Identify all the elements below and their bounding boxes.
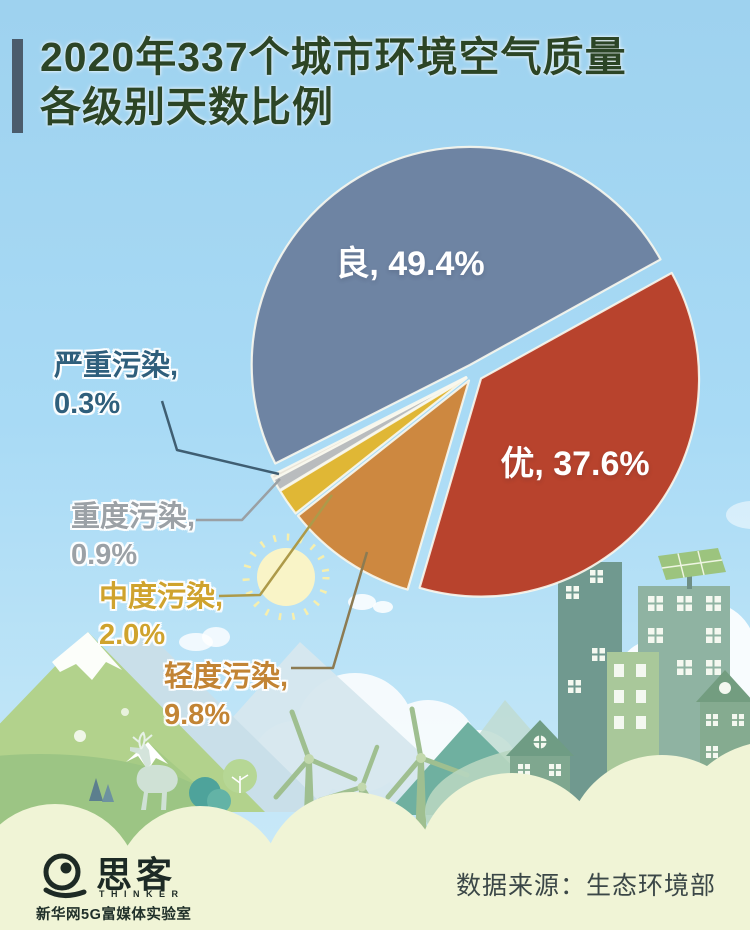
hill [425, 740, 750, 884]
hill [585, 714, 750, 890]
callout-moderate-value: 2.0% [99, 619, 166, 651]
buildings [506, 548, 750, 810]
cloud-icon [617, 602, 750, 734]
callout-severe-value: 0.3% [54, 388, 121, 420]
logo-organization: 新华网5G富媒体实验室 [36, 907, 192, 923]
pie-slice-excellent [418, 271, 701, 598]
page-title: 2020年337个城市环境空气质量 各级别天数比例 [40, 32, 730, 132]
pie-slice-light [296, 379, 471, 591]
cloud-icon [179, 501, 750, 651]
pie-slice-moderate [279, 377, 468, 515]
cloud-icon [251, 673, 520, 814]
leader-line-heavy [196, 478, 281, 522]
thinker-logo: 思客 THINKER 新华网5G富媒体实验室 [36, 846, 236, 926]
callout-heavy-name: 重度污染, [71, 501, 196, 533]
pie-callout-light-pollution: 轻度污染, 9.8% [164, 658, 288, 734]
leader-line-severe [160, 400, 280, 476]
trees-icons [89, 759, 257, 813]
sun-icon [242, 533, 330, 621]
pie-slice-good [250, 145, 662, 465]
logo-english-name: THINKER [99, 889, 185, 899]
callout-heavy-value: 0.9% [71, 539, 138, 571]
wind-turbine-icons [273, 706, 470, 858]
title-line-2: 各级别天数比例 [40, 84, 334, 130]
callout-moderate-name: 中度污染, [99, 581, 224, 613]
leader-line-light [291, 551, 369, 670]
pie-callout-severe-pollution: 严重污染, 0.3% [54, 347, 178, 423]
solar-panel-icon [658, 548, 726, 589]
callout-light-name: 轻度污染, [164, 661, 289, 693]
data-source-text: 数据来源：生态环境部 [455, 872, 716, 900]
callout-light-value: 9.8% [164, 699, 231, 731]
deer-icon [130, 731, 178, 810]
mountains-center [385, 700, 642, 815]
pie-label-good: 良, 49.4% [335, 245, 485, 283]
title-line-1: 2020年337个城市环境空气质量 [40, 34, 627, 80]
leader-line-moderate [218, 494, 334, 598]
pie-callout-heavy-pollution: 重度污染, 0.9% [71, 498, 195, 574]
logo-chinese-name: 思客 [96, 854, 177, 895]
pie-label-excellent: 优, 37.6% [500, 445, 650, 483]
title-accent-bar [12, 39, 23, 133]
pie-slice-heavy [272, 376, 468, 492]
pie-slice-severe [270, 376, 468, 481]
callout-severe-name: 严重污染, [54, 350, 179, 382]
pie-callout-moderate-pollution: 中度污染, 2.0% [99, 578, 223, 654]
pie-slices [250, 145, 701, 598]
thinker-logo-icon [43, 853, 87, 898]
